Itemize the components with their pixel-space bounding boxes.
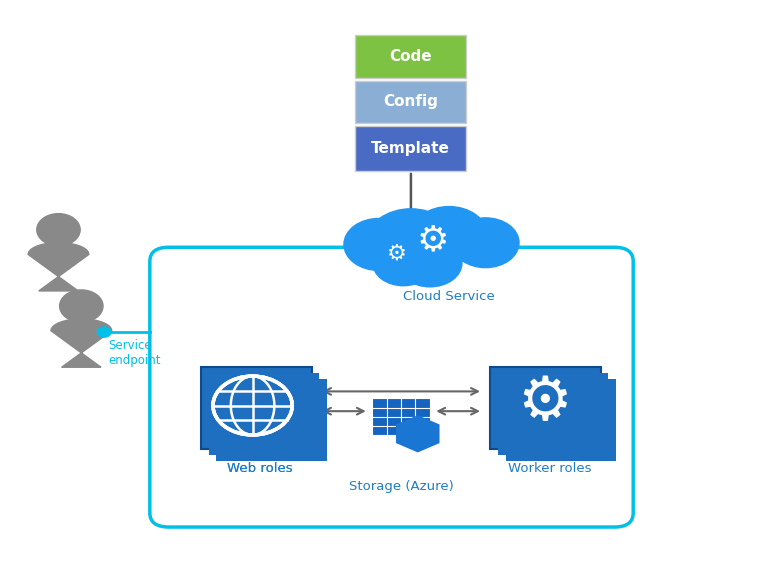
Text: ⚙: ⚙ — [516, 374, 571, 433]
Circle shape — [344, 219, 414, 270]
Text: Worker roles: Worker roles — [508, 462, 591, 475]
Text: Config: Config — [383, 94, 438, 109]
FancyBboxPatch shape — [490, 367, 601, 449]
Text: Code: Code — [389, 49, 432, 64]
Circle shape — [60, 290, 103, 322]
Circle shape — [373, 240, 434, 286]
Circle shape — [398, 239, 462, 287]
Circle shape — [452, 218, 519, 268]
Text: ⚙: ⚙ — [416, 223, 448, 257]
FancyBboxPatch shape — [209, 373, 319, 455]
Text: Web roles: Web roles — [228, 462, 293, 475]
FancyBboxPatch shape — [216, 379, 327, 461]
FancyBboxPatch shape — [373, 399, 429, 435]
FancyBboxPatch shape — [355, 35, 466, 78]
Text: Storage (Azure): Storage (Azure) — [348, 481, 453, 494]
Circle shape — [411, 207, 487, 263]
Text: Service
endpoint: Service endpoint — [108, 339, 160, 367]
Polygon shape — [396, 415, 439, 453]
Circle shape — [37, 214, 80, 246]
Polygon shape — [51, 319, 112, 367]
Text: Web roles: Web roles — [228, 462, 293, 475]
FancyBboxPatch shape — [355, 126, 466, 171]
FancyBboxPatch shape — [201, 367, 312, 449]
Text: ⚙: ⚙ — [387, 244, 407, 264]
FancyBboxPatch shape — [355, 81, 466, 123]
FancyBboxPatch shape — [498, 373, 608, 455]
FancyBboxPatch shape — [506, 379, 616, 461]
Circle shape — [367, 209, 455, 274]
Text: Template: Template — [371, 141, 450, 156]
Circle shape — [97, 327, 111, 337]
Circle shape — [213, 376, 292, 435]
Polygon shape — [28, 243, 89, 291]
Text: Cloud Service: Cloud Service — [403, 290, 495, 303]
